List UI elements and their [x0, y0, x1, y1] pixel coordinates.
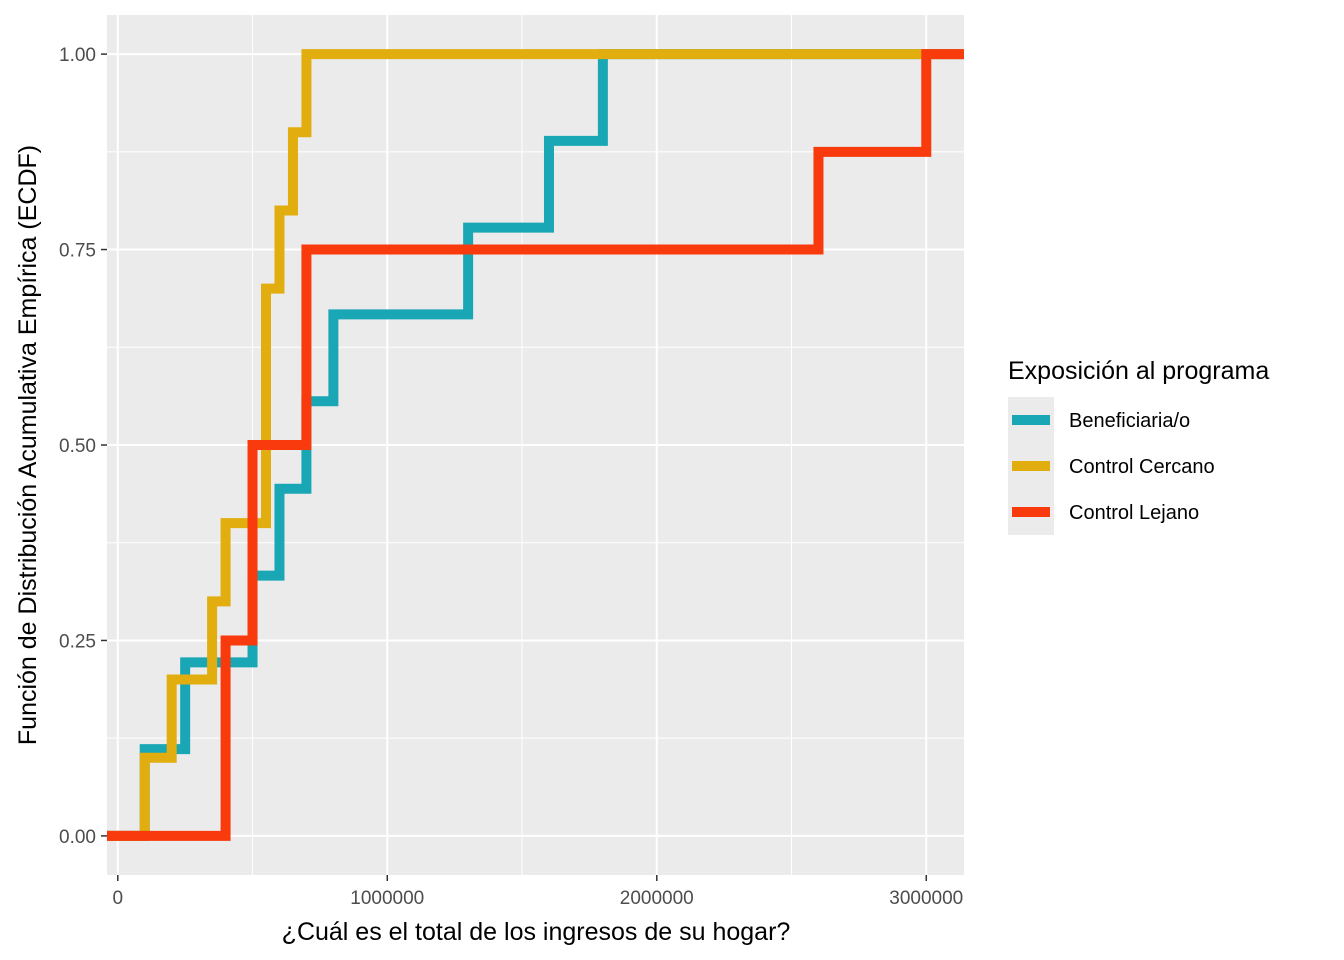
- x-axis-title: ¿Cuál es el total de los ingresos de su …: [282, 918, 791, 946]
- x-tick-label: 1000000: [350, 888, 424, 909]
- series-line-control-cercano: [107, 49, 964, 841]
- x-tick-label: 3000000: [889, 888, 963, 909]
- series-line-control-lejano: [107, 49, 964, 841]
- y-tick-label: 0.00: [59, 827, 96, 848]
- series-lines: [107, 49, 964, 841]
- legend-item-label: Control Lejano: [1069, 502, 1199, 524]
- y-tick-label: 0.25: [59, 631, 96, 652]
- y-axis-ticks: 0.00 0.25 0.50 0.75 1.00: [59, 45, 107, 848]
- legend: Exposición al programa Beneficiaria/o Con…: [1008, 357, 1269, 535]
- x-axis-ticks: 0 1000000 2000000 3000000: [112, 875, 963, 909]
- legend-title: Exposición al programa: [1008, 357, 1269, 385]
- legend-item-label: Beneficiaria/o: [1069, 410, 1190, 432]
- y-axis-title: Función de Distribución Acumulativa Empí…: [14, 145, 42, 745]
- x-tick-label: 2000000: [620, 888, 694, 909]
- legend-item-label: Control Cercano: [1069, 456, 1215, 478]
- y-tick-label: 0.50: [59, 436, 96, 457]
- x-tick-label: 0: [112, 888, 123, 909]
- y-tick-label: 0.75: [59, 241, 96, 262]
- y-tick-label: 1.00: [59, 45, 96, 66]
